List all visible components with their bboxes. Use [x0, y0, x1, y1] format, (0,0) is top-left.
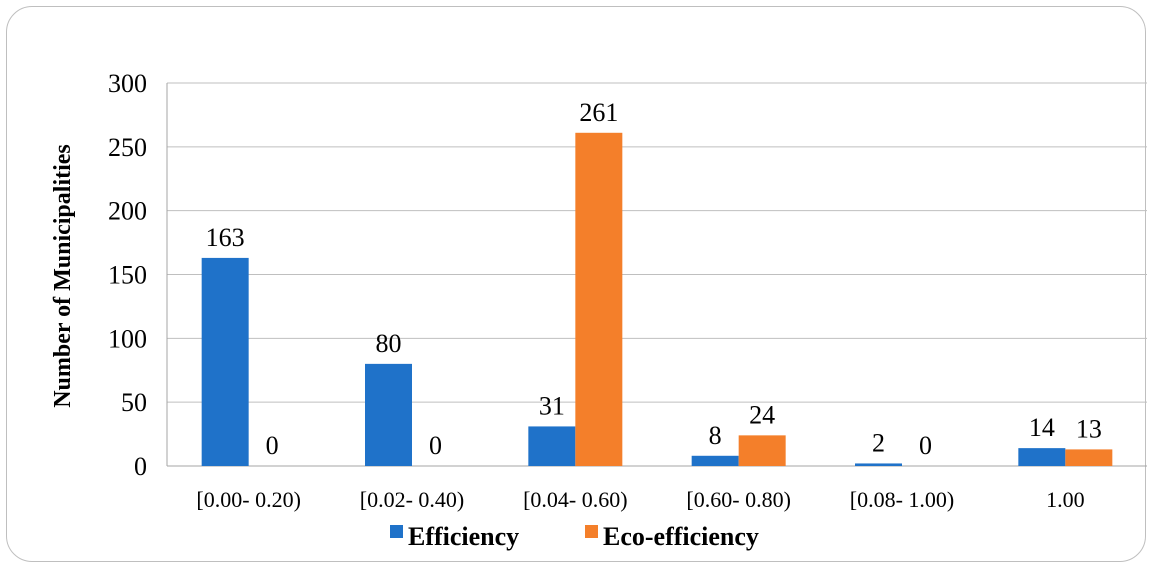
y-tick-label: 50 — [121, 388, 147, 417]
bar-eco-efficiency-3 — [575, 132, 623, 467]
data-label-eco-efficiency: 13 — [1076, 414, 1102, 443]
data-label-eco-efficiency: 0 — [919, 431, 932, 460]
data-label-efficiency: 31 — [539, 391, 565, 420]
bar-efficiency-3 — [528, 426, 576, 466]
x-category-label: [0.60- 0.80) — [686, 487, 790, 512]
legend-label-eco-efficiency: Eco-efficiency — [603, 522, 759, 551]
legend: Efficiency Eco-efficiency — [390, 522, 759, 551]
y-tick-label: 0 — [134, 452, 147, 481]
legend-label-efficiency: Efficiency — [408, 522, 519, 551]
data-label-eco-efficiency: 0 — [266, 431, 279, 460]
data-label-efficiency: 80 — [376, 329, 402, 358]
legend-swatch-eco-efficiency — [585, 525, 598, 538]
data-label-eco-efficiency: 261 — [579, 98, 618, 127]
data-label-eco-efficiency: 0 — [429, 431, 442, 460]
bar-eco-efficiency-4 — [738, 435, 786, 466]
bar-efficiency-4 — [691, 455, 739, 466]
data-label-efficiency: 2 — [872, 428, 885, 457]
x-category-label: 1.00 — [1046, 487, 1085, 512]
bar-efficiency-6 — [1018, 448, 1066, 466]
x-category-label: [0.00- 0.20) — [196, 487, 300, 512]
x-category-label: [0.04- 0.60) — [523, 487, 627, 512]
axes — [166, 83, 1147, 467]
data-label-efficiency: 8 — [709, 421, 722, 450]
gridlines — [167, 82, 1147, 403]
data-label-efficiency: 163 — [206, 223, 245, 252]
bar-efficiency-5 — [855, 463, 902, 466]
data-label-eco-efficiency: 24 — [749, 400, 775, 429]
x-category-label: [0.08- 1.00) — [850, 487, 954, 512]
bar-efficiency-1 — [201, 257, 249, 466]
y-tick-label: 300 — [108, 69, 147, 98]
y-tick-label: 150 — [108, 261, 147, 290]
bar-efficiency-2 — [365, 363, 412, 466]
bars — [201, 132, 1113, 467]
y-tick-label: 200 — [108, 197, 147, 226]
x-category-label: [0.02- 0.40) — [360, 487, 464, 512]
y-axis-title: Number of Municipalities — [50, 144, 76, 408]
y-tick-label: 100 — [108, 324, 147, 353]
y-tick-label: 250 — [108, 133, 147, 162]
legend-swatch-efficiency — [390, 525, 403, 538]
bar-eco-efficiency-6 — [1065, 449, 1113, 466]
data-label-efficiency: 14 — [1029, 413, 1055, 442]
